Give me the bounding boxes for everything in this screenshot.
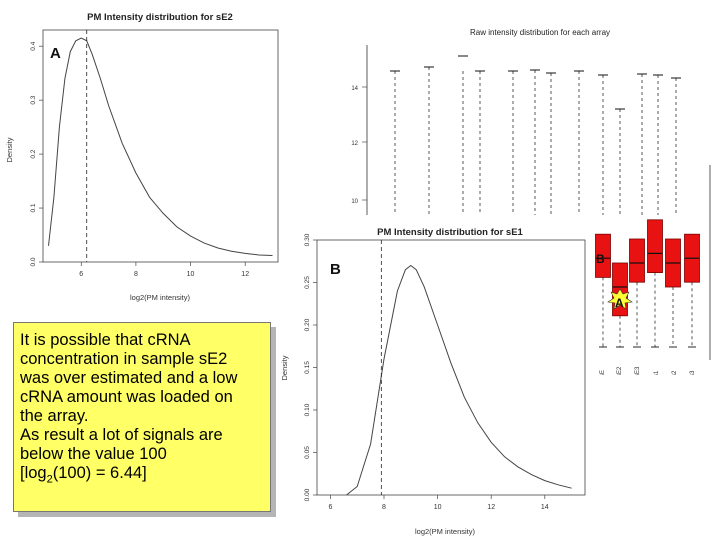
x-tick-label: 10	[187, 271, 195, 278]
starburst-icon	[607, 288, 633, 310]
y-tick-label: 0.4	[30, 41, 37, 50]
y-tick-label: 0.15	[304, 361, 311, 374]
x-axis-label: log2(PM intensity)	[130, 293, 191, 302]
note-line: was over estimated and a low	[20, 369, 238, 387]
category-label: sE2	[617, 366, 623, 375]
y-tick-label: 0.20	[304, 318, 311, 331]
y-tick-label: 0.10	[304, 403, 311, 416]
upper-whiskers	[390, 55, 681, 215]
y-tick-label: 10	[351, 199, 358, 205]
x-tick-label: 12	[487, 504, 495, 511]
plot-frame	[42, 29, 279, 263]
y-tick-label: 0.3	[30, 95, 37, 104]
y-tick-label: 0.1	[30, 203, 37, 212]
box-group	[595, 219, 700, 348]
formula-subscript: 2	[46, 473, 53, 486]
y-ticks: 14 12 10	[351, 86, 367, 205]
note-line: cRNA amount was loaded on	[20, 388, 233, 406]
x-tick-label: 12	[241, 271, 249, 278]
note-line: concentration in sample sE2	[20, 350, 228, 368]
note-line: the array.	[20, 407, 89, 425]
note-line: It is possible that cRNA	[20, 331, 191, 349]
y-tick-label: 0.00	[304, 488, 311, 501]
note-line: As result a lot of signals are	[20, 426, 223, 444]
category-label: s1	[654, 370, 660, 375]
y-tick-label: 12	[351, 141, 358, 147]
note-line-formula: [log2(100) = 6.44]	[20, 464, 264, 489]
chart-title: PM Intensity distribution for sE1	[377, 227, 523, 238]
category-labels: sE sE2 sE3 s1 s2 s3	[600, 366, 696, 375]
box	[647, 219, 663, 274]
density-curve	[346, 264, 572, 496]
x-tick-label: 14	[541, 504, 549, 511]
formula-suffix: (100) = 6.44]	[52, 464, 147, 482]
y-tick-label: 0.0	[30, 257, 37, 266]
annotation-note: It is possible that cRNA concentration i…	[13, 322, 271, 512]
chart-title: Raw intensity distribution for each arra…	[470, 28, 610, 37]
density-curve	[48, 37, 273, 256]
chart-label-b: B	[330, 261, 341, 278]
category-label: sE3	[635, 366, 641, 375]
x-tick-label: 8	[382, 504, 386, 511]
y-tick-label: 0.05	[304, 446, 311, 459]
raw-intensity-boxplot: Raw intensity distribution for each arra…	[351, 28, 711, 375]
highlight-label-a: A	[615, 296, 624, 310]
y-axis-label: Density	[280, 355, 289, 380]
x-tick-label: 6	[328, 504, 332, 511]
y-tick-label: 0.25	[304, 276, 311, 289]
box	[629, 238, 645, 283]
category-label: s2	[672, 370, 678, 375]
y-tick-label: 0.30	[304, 233, 311, 246]
axis-ticks: 6 8 10 12 14 0.00 0.05 0.10 0.15 0.20 0.25 0.30	[304, 233, 549, 511]
density-chart-se2: PM Intensity distribution for sE2 6 8 10 12…	[0, 0, 300, 305]
category-label: sE	[600, 370, 606, 375]
x-axis-label: log2(PM intensity)	[415, 527, 476, 536]
formula-prefix: [log	[20, 464, 47, 482]
x-tick-label: 6	[79, 271, 83, 278]
chart-label-a: A	[50, 45, 61, 62]
note-line: below the value 100	[20, 445, 167, 463]
x-tick-label: 10	[434, 504, 442, 511]
x-tick-label: 8	[134, 271, 138, 278]
y-tick-label: 14	[351, 86, 358, 92]
axis-ticks: 6 8 10 12 0.0 0.1 0.2 0.3 0.4	[30, 41, 249, 278]
category-label: s3	[690, 370, 696, 375]
y-axis-label: Density	[5, 137, 14, 162]
density-chart-se1: PM Intensity distribution for sE1 6 8 10 12…	[280, 222, 595, 540]
chart-title: PM Intensity distribution for sE2	[87, 12, 233, 23]
y-tick-label: 0.2	[30, 149, 37, 158]
highlight-label-b: B	[596, 252, 605, 266]
